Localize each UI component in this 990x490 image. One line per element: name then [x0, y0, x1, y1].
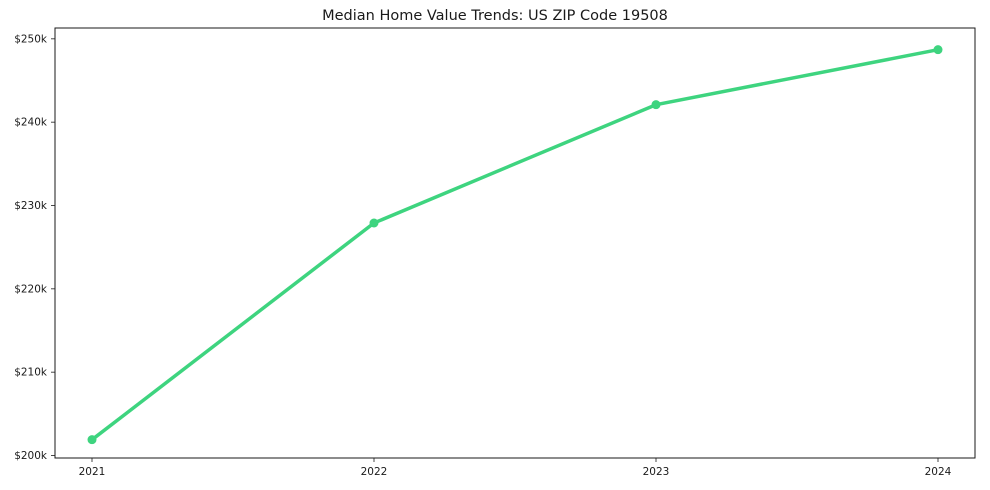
- x-tick-label: 2021: [79, 466, 106, 478]
- y-tick-label: $220k: [14, 283, 48, 295]
- x-tick-label: 2024: [925, 466, 952, 478]
- x-tick-label: 2023: [643, 466, 670, 478]
- y-tick-label: $210k: [14, 367, 48, 379]
- data-point-marker: [87, 435, 97, 445]
- chart-title: Median Home Value Trends: US ZIP Code 19…: [322, 8, 668, 24]
- plot-border: [54, 27, 976, 459]
- x-tick-label: 2022: [361, 466, 388, 478]
- series-line: [90, 47, 940, 442]
- home-value-line-series: [87, 45, 943, 445]
- data-point-marker: [933, 45, 943, 55]
- data-point-marker: [369, 218, 379, 228]
- data-point-marker: [651, 100, 661, 110]
- y-tick-label: $240k: [14, 117, 48, 129]
- y-tick-label: $230k: [14, 200, 48, 212]
- y-tick-label: $250k: [14, 33, 48, 45]
- x-axis-ticks: 2021 2022 2023 2024: [79, 458, 952, 478]
- y-axis-ticks: $200k $210k $220k $230k $240k $250k: [14, 33, 55, 462]
- y-tick-label: $200k: [14, 450, 48, 462]
